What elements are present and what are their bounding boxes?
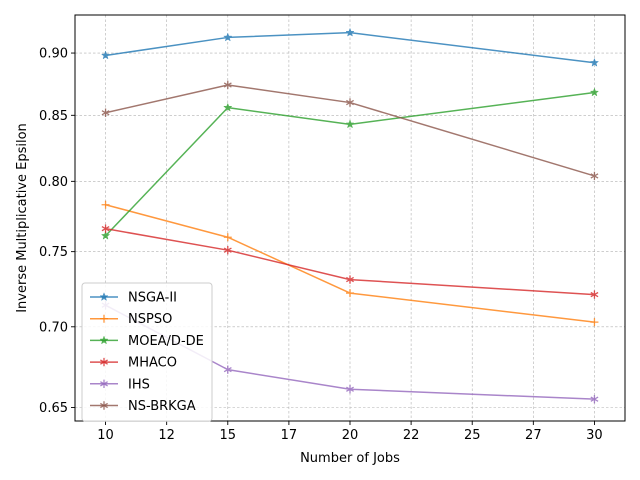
x-tick-label: 12: [158, 428, 175, 443]
y-axis-label: Inverse Multiplicative Epsilon: [15, 123, 30, 313]
y-tick-label: 0.70: [39, 320, 68, 335]
legend: NSGA-II NSPSO MOEA/D-DE MHACO IHS NS-BRKGA: [81, 282, 213, 422]
series-ns-brkga: [101, 80, 599, 181]
data-point-moea-d-de: [345, 119, 355, 129]
x-tick-label: 22: [403, 428, 420, 443]
x-tick-label: 10: [97, 428, 114, 443]
x-axis: 10 12 15 17 20 22 25 27 30: [97, 421, 603, 443]
series-moea-d-de: [100, 87, 600, 240]
data-point-nsga-ii: [223, 32, 233, 42]
data-point-nspso: [346, 289, 354, 298]
series-line-moea-d-de: [105, 91, 595, 237]
data-point-nsga-ii: [345, 27, 355, 37]
legend-marker: [100, 314, 108, 323]
x-tick-label: 17: [281, 428, 298, 443]
legend-item: MHACO: [90, 356, 177, 371]
data-point-ihs: [223, 365, 232, 374]
legend-label: NS-BRKGA: [128, 399, 196, 414]
legend-item: IHS: [90, 377, 150, 392]
legend-marker: [99, 292, 109, 301]
y-tick-label: 0.65: [39, 401, 68, 416]
data-point-moea-d-de: [223, 102, 233, 112]
x-tick-label: 20: [342, 428, 359, 443]
legend-item: NSPSO: [90, 312, 172, 327]
x-axis-label: Number of Jobs: [300, 451, 400, 466]
legend-item: MOEA/D-DE: [90, 334, 204, 349]
data-point-ns-brkga: [346, 98, 354, 107]
x-tick-label: 25: [464, 428, 481, 443]
x-tick-label: 30: [586, 428, 603, 443]
data-point-mhaco: [346, 275, 354, 284]
data-point-nsga-ii: [100, 50, 111, 60]
series-mhaco: [101, 224, 599, 299]
legend-marker: [99, 335, 109, 345]
data-point-nsga-ii: [589, 57, 600, 67]
y-tick-label: 0.85: [39, 109, 68, 124]
series-line-nsga-ii: [105, 31, 595, 64]
data-point-nspso: [223, 233, 232, 242]
y-tick-label: 0.80: [39, 175, 68, 190]
series-lines: [100, 27, 600, 404]
data-point-ns-brkga: [223, 80, 232, 90]
legend-label: IHS: [128, 377, 150, 392]
data-point-ns-brkga: [101, 108, 110, 117]
data-point-mhaco: [590, 290, 599, 299]
legend-marker: [100, 357, 108, 367]
legend-label: MHACO: [128, 356, 177, 371]
legend-label: NSGA-II: [128, 291, 177, 306]
x-tick-label: 27: [525, 428, 542, 443]
data-point-ihs: [590, 394, 599, 404]
data-point-moea-d-de: [100, 230, 111, 240]
data-point-mhaco: [223, 245, 232, 255]
data-point-ihs: [346, 385, 354, 394]
legend-marker: [100, 401, 108, 410]
data-point-nspso: [101, 200, 110, 209]
data-point-mhaco: [101, 224, 110, 233]
y-tick-label: 0.90: [39, 47, 68, 62]
legend-label: NSPSO: [128, 312, 172, 327]
legend-marker: [100, 379, 108, 388]
legend-box: [81, 282, 213, 422]
y-tick-label: 0.75: [39, 245, 68, 260]
series-line-mhaco: [105, 227, 595, 296]
legend-item: NSGA-II: [90, 291, 177, 306]
data-point-ns-brkga: [590, 171, 599, 181]
data-point-nspso: [590, 318, 599, 327]
legend-item: NS-BRKGA: [90, 399, 196, 414]
legend-label: MOEA/D-DE: [128, 334, 204, 349]
data-point-moea-d-de: [589, 87, 600, 97]
y-axis: 0.65 0.70 0.75 0.80 0.85 0.90: [39, 47, 75, 416]
series-nsga-ii: [100, 27, 600, 67]
x-tick-label: 15: [220, 428, 237, 443]
series-line-ns-brkga: [105, 84, 595, 177]
